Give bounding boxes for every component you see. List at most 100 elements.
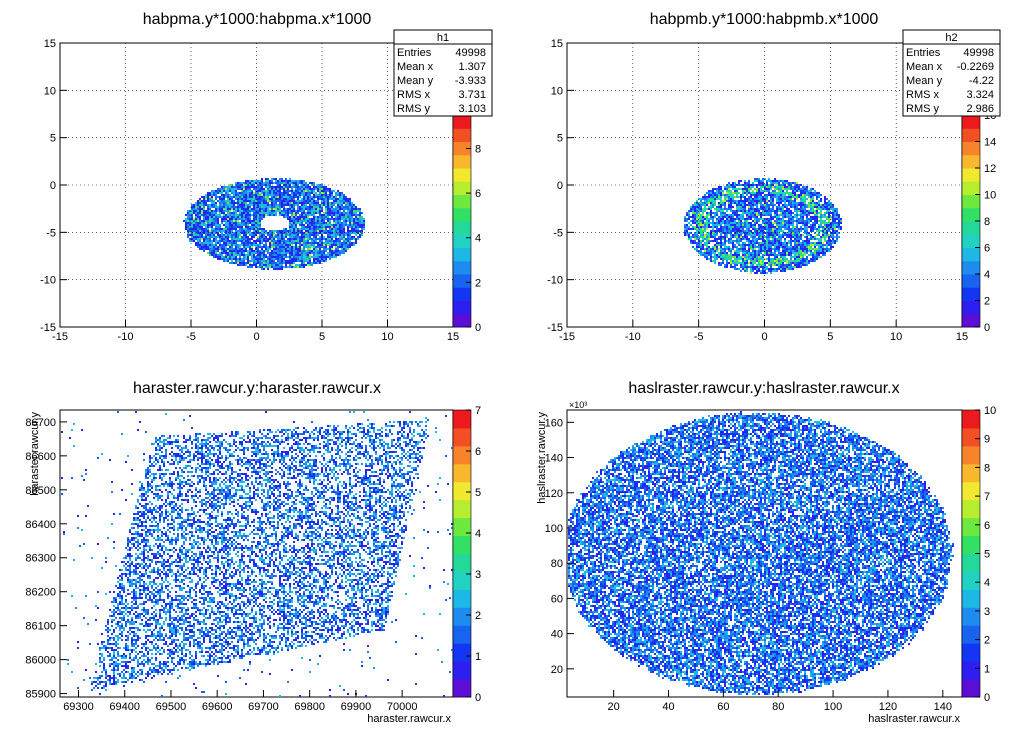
x-tick-label: 60 [717,701,729,713]
x-tick-label: -5 [186,331,196,343]
colorbar-band [962,589,980,607]
x-tick-label: 0 [253,331,259,343]
colorbar-band [962,482,980,500]
colorbar-band [962,500,980,518]
colorbar-band [453,155,471,169]
x-tick-label: 120 [879,701,897,713]
stats-label: Entries [397,47,432,59]
colorbar-tick-label: 4 [984,577,990,589]
colorbar-band [453,428,471,446]
chart-title: habpma.y*1000:habpma.x*1000 [143,11,372,28]
colorbar-tick-label: 1 [984,663,990,675]
colorbar-band [962,181,980,195]
axis-multiplier: ×10³ [569,400,587,410]
colorbar-band [962,607,980,625]
colorbar-tick-label: 3 [984,606,990,618]
stats-value: -4.22 [969,75,994,87]
x-tick-label: 70000 [387,701,418,713]
x-tick-label: 5 [319,331,325,343]
colorbar-tick-label: 10 [984,190,996,202]
stats-label: Mean y [397,75,434,87]
stats-label: RMS x [397,89,431,101]
colorbar-tick-label: 2 [984,635,990,647]
x-tick-label: 20 [608,701,620,713]
colorbar-tick-label: 4 [475,528,481,540]
colorbar-band [453,482,471,500]
colorbar-tick-label: 12 [984,163,996,175]
colorbar-band [962,643,980,661]
y-tick-label: 86200 [25,587,56,599]
colorbar-tick-label: 0 [475,692,481,704]
x-tick-label: -10 [625,331,641,343]
colorbar-band [962,679,980,697]
colorbar-tick-label: 3 [475,569,481,581]
y-axis-label: haslraster.rawcur.y [536,412,548,504]
stats-value: 2.986 [966,103,994,115]
x-axis-label: haraster.rawcur.x [367,713,451,725]
stats-label: Mean y [906,75,943,87]
colorbar-tick-label: 8 [475,143,481,155]
chart-title: habpmb.y*1000:habpmb.x*1000 [650,11,879,28]
colorbar-band [962,155,980,169]
x-tick-label: 69400 [109,701,140,713]
colorbar-tick-label: 7 [984,491,990,503]
x-tick-label: 69500 [156,701,187,713]
colorbar-band [962,261,980,275]
colorbar-band [453,661,471,679]
colorbar-band [453,195,471,209]
y-tick-label: 86100 [25,621,56,633]
y-tick-label: -10 [547,275,563,287]
colorbar-band [962,554,980,572]
x-tick-label: 69600 [202,701,233,713]
stats-value: 49998 [455,47,486,59]
colorbar-tick-label: 0 [984,692,990,704]
x-tick-label: 10 [381,331,393,343]
y-tick-label: 86300 [25,553,56,565]
colorbar-tick-label: 5 [984,549,990,561]
colorbar-band [453,234,471,248]
y-tick-label: 15 [44,38,56,50]
colorbar-band [453,643,471,661]
stats-value: 3.324 [966,89,994,101]
x-tick-label: 140 [934,701,952,713]
colorbar-band [962,625,980,643]
colorbar-band [962,314,980,328]
y-tick-label: 40 [551,629,563,641]
chart-3: haraster.rawcur.y:haraster.rawcur.x69300… [25,380,481,725]
stats-label: RMS y [906,103,940,115]
stats-label: RMS x [906,89,940,101]
stats-label: Mean x [906,61,943,73]
x-tick-label: -5 [694,331,704,343]
colorbar-band [962,234,980,248]
chart-4: haslraster.rawcur.y:haslraster.rawcur.x2… [536,380,996,725]
colorbar-band [962,446,980,464]
colorbar-band [962,168,980,182]
colorbar-tick-label: 6 [475,446,481,458]
colorbar-tick-label: 2 [475,277,481,289]
colorbar-tick-label: 2 [475,610,481,622]
y-tick-label: 85900 [25,689,56,701]
colorbar-band [962,661,980,679]
y-tick-label: -5 [46,227,56,239]
colorbar-tick-label: 14 [984,137,996,149]
colorbar-band [453,301,471,315]
y-tick-label: -15 [40,322,56,334]
stats-value: 1.307 [458,61,486,73]
y-tick-label: 5 [50,133,56,145]
colorbar-tick-label: 4 [984,269,990,281]
x-tick-label: 69900 [341,701,372,713]
x-tick-label: 10 [890,331,902,343]
x-tick-label: 15 [447,331,459,343]
colorbar-tick-label: 6 [475,188,481,200]
colorbar-band [453,589,471,607]
colorbar-tick-label: 7 [475,405,481,417]
y-tick-label: -15 [547,322,563,334]
stats-value: -0.2269 [957,61,994,73]
y-tick-label: 10 [44,85,56,97]
